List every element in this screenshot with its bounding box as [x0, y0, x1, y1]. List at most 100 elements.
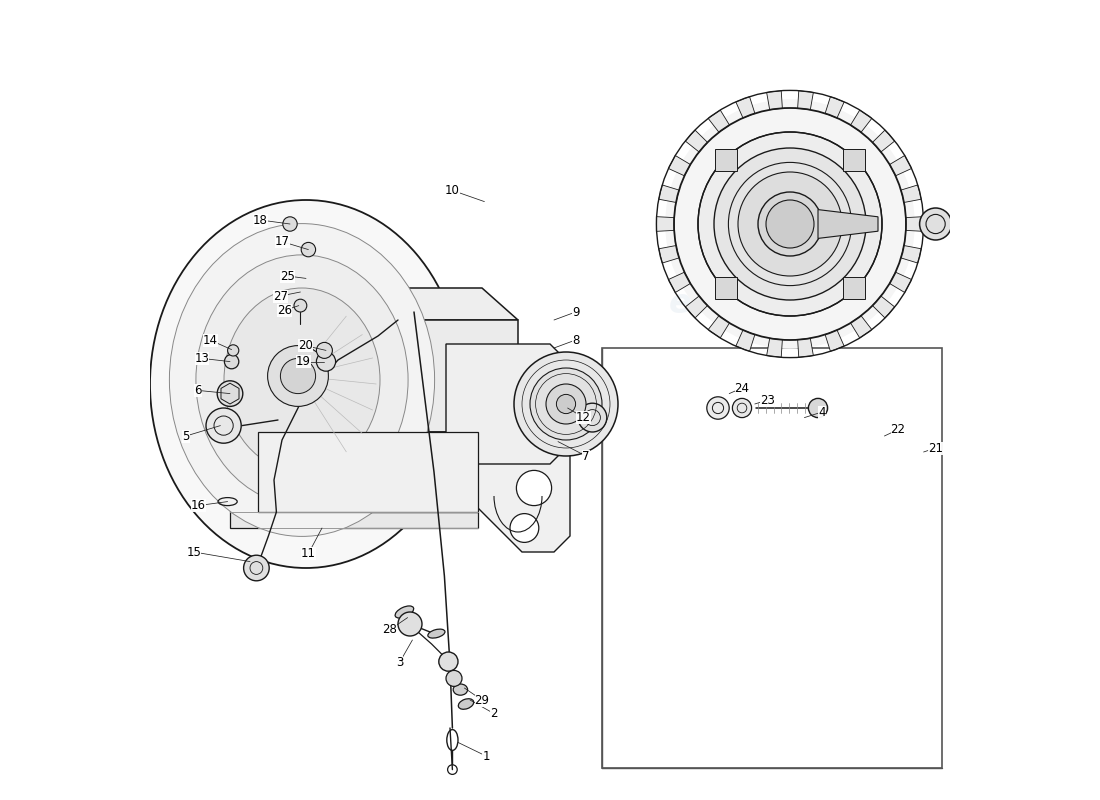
Polygon shape	[798, 338, 813, 358]
Polygon shape	[258, 432, 478, 444]
Text: 3: 3	[396, 656, 404, 669]
Polygon shape	[669, 272, 691, 293]
Polygon shape	[708, 110, 729, 132]
Polygon shape	[798, 90, 813, 110]
Text: 26: 26	[277, 304, 292, 317]
Circle shape	[243, 555, 270, 581]
Circle shape	[707, 397, 729, 419]
Polygon shape	[850, 316, 872, 338]
Polygon shape	[659, 246, 679, 263]
Circle shape	[546, 384, 586, 424]
Ellipse shape	[428, 629, 446, 638]
Text: 6: 6	[195, 384, 201, 397]
Circle shape	[439, 652, 458, 671]
Circle shape	[217, 381, 243, 406]
Circle shape	[317, 342, 332, 358]
Polygon shape	[767, 338, 782, 358]
Text: eurospares: eurospares	[256, 287, 468, 321]
Ellipse shape	[395, 606, 414, 618]
Ellipse shape	[459, 698, 474, 710]
Text: eurospares: eurospares	[669, 287, 880, 321]
Text: 1: 1	[482, 750, 490, 762]
Text: 29: 29	[474, 694, 490, 706]
Polygon shape	[736, 330, 755, 351]
Polygon shape	[685, 296, 707, 318]
Polygon shape	[901, 246, 922, 263]
Circle shape	[766, 200, 814, 248]
Polygon shape	[708, 316, 729, 338]
Text: 12: 12	[576, 411, 591, 424]
Text: 21: 21	[928, 442, 943, 454]
Circle shape	[698, 132, 882, 316]
Text: eurospares: eurospares	[256, 495, 468, 529]
Circle shape	[294, 299, 307, 312]
Polygon shape	[354, 288, 518, 320]
Polygon shape	[901, 185, 922, 202]
Polygon shape	[390, 320, 518, 432]
Circle shape	[317, 352, 336, 371]
Ellipse shape	[169, 223, 434, 536]
Text: 9: 9	[572, 306, 580, 318]
Circle shape	[578, 403, 607, 432]
Circle shape	[228, 345, 239, 356]
Circle shape	[808, 398, 827, 418]
Polygon shape	[825, 97, 844, 118]
Circle shape	[510, 514, 539, 542]
Polygon shape	[872, 296, 894, 318]
Polygon shape	[659, 185, 679, 202]
Text: 27: 27	[273, 290, 288, 302]
Polygon shape	[872, 130, 894, 152]
Polygon shape	[818, 210, 878, 238]
Circle shape	[530, 368, 602, 440]
Circle shape	[398, 612, 422, 636]
Text: 18: 18	[253, 214, 267, 226]
Polygon shape	[890, 272, 912, 293]
Circle shape	[267, 346, 329, 406]
Text: 20: 20	[298, 339, 312, 352]
Ellipse shape	[224, 288, 380, 472]
Polygon shape	[736, 97, 755, 118]
Polygon shape	[890, 155, 912, 176]
Polygon shape	[715, 149, 737, 171]
Text: 22: 22	[891, 423, 905, 436]
Circle shape	[301, 242, 316, 257]
Circle shape	[446, 670, 462, 686]
Circle shape	[920, 208, 951, 240]
Polygon shape	[466, 432, 570, 552]
Circle shape	[516, 470, 551, 506]
Circle shape	[557, 394, 575, 414]
Polygon shape	[354, 320, 390, 432]
Polygon shape	[825, 330, 844, 351]
Text: 25: 25	[280, 270, 295, 282]
Text: 24: 24	[735, 382, 749, 394]
Circle shape	[758, 192, 822, 256]
Ellipse shape	[453, 684, 468, 695]
Polygon shape	[230, 432, 258, 512]
Circle shape	[206, 408, 241, 443]
Text: 10: 10	[446, 184, 460, 197]
Polygon shape	[221, 383, 239, 404]
Text: 23: 23	[760, 394, 775, 406]
Polygon shape	[843, 149, 865, 171]
Circle shape	[448, 765, 458, 774]
Ellipse shape	[150, 200, 462, 568]
Circle shape	[714, 148, 866, 300]
Polygon shape	[230, 512, 478, 528]
Circle shape	[514, 352, 618, 456]
Polygon shape	[905, 217, 923, 231]
Text: 16: 16	[190, 499, 206, 512]
Text: 19: 19	[296, 355, 311, 368]
Circle shape	[224, 354, 239, 369]
Polygon shape	[657, 217, 674, 231]
Circle shape	[733, 398, 751, 418]
Text: 13: 13	[195, 352, 209, 365]
Polygon shape	[850, 110, 872, 132]
Circle shape	[738, 172, 842, 276]
Polygon shape	[446, 344, 566, 464]
Circle shape	[280, 358, 316, 394]
Text: 28: 28	[383, 623, 397, 636]
Circle shape	[666, 99, 915, 349]
Text: 8: 8	[572, 334, 580, 346]
Polygon shape	[843, 277, 865, 299]
Text: 17: 17	[275, 235, 289, 248]
